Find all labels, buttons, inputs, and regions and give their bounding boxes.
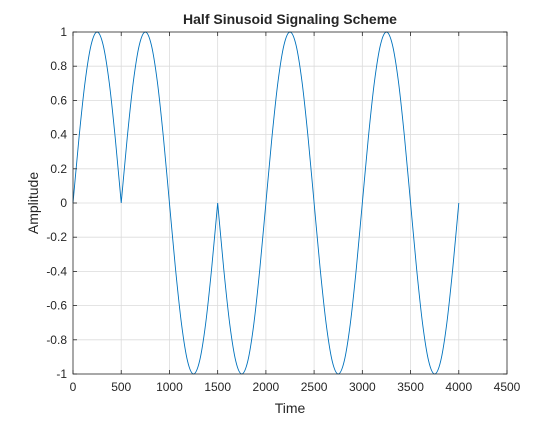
y-tick-label: -0.2 [46, 230, 67, 244]
y-tick-label: 0.8 [50, 59, 67, 73]
x-tick-label: 4000 [445, 380, 472, 394]
chart-title: Half Sinusoid Signaling Scheme [183, 11, 397, 27]
y-tick-label: -0.8 [46, 333, 67, 347]
y-tick-label: -0.4 [46, 264, 67, 278]
y-tick-label: 1 [60, 25, 67, 39]
x-tick-label: 3500 [397, 380, 424, 394]
series-line [72, 31, 460, 375]
x-tick-label: 4500 [494, 380, 521, 394]
x-tick-label: 2500 [301, 380, 328, 394]
y-axis-label: Amplitude [25, 172, 41, 234]
y-tick-label: 0 [60, 196, 67, 210]
y-tick-label: -1 [56, 367, 67, 381]
x-tick-label: 2000 [253, 380, 280, 394]
x-tick-label: 0 [70, 380, 77, 394]
x-tick-label: 3000 [349, 380, 376, 394]
x-tick-label: 1500 [204, 380, 231, 394]
y-tick-label: 0.4 [50, 128, 67, 142]
y-tick-label: -0.6 [46, 299, 67, 313]
x-tick-label: 1000 [156, 380, 183, 394]
y-tick-label: 0.2 [50, 162, 67, 176]
y-tick-label: 0.6 [50, 93, 67, 107]
x-axis-label: Time [275, 400, 306, 416]
x-tick-label: 500 [111, 380, 131, 394]
axis-ticks: 0 500 1000 1500 2000 2500 3000 3500 4000 4500 -1 -0… [46, 25, 520, 394]
series-layer [72, 31, 460, 375]
